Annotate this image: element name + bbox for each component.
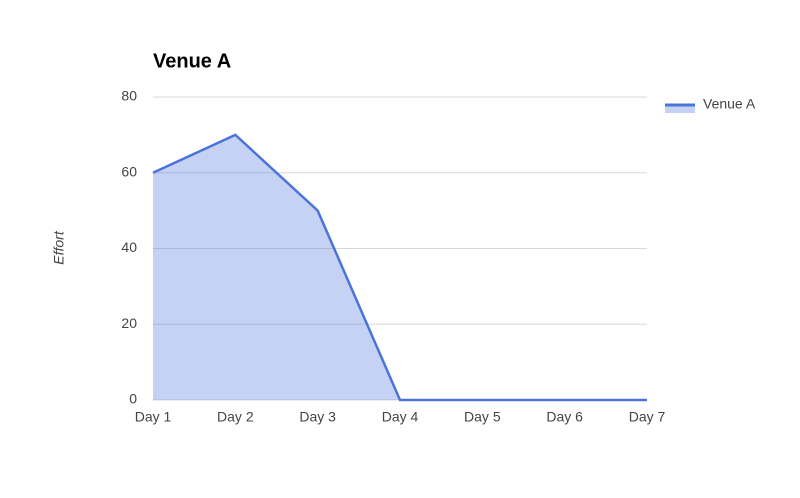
legend-swatch-area <box>665 105 695 113</box>
y-tick-label: 60 <box>121 163 137 179</box>
y-tick-label: 80 <box>121 88 137 104</box>
x-tick-label: Day 5 <box>464 409 501 425</box>
x-tick-label: Day 2 <box>217 409 254 425</box>
x-tick-label: Day 4 <box>382 409 419 425</box>
y-tick-label: 0 <box>129 391 137 407</box>
area <box>153 134 647 400</box>
chart-title: Venue A <box>153 50 231 72</box>
y-tick-label: 20 <box>121 315 137 331</box>
y-tick-label: 40 <box>121 239 137 255</box>
x-tick-label: Day 1 <box>135 409 172 425</box>
legend-label: Venue A <box>703 96 756 112</box>
x-tick-label: Day 6 <box>546 409 583 425</box>
x-tick-label: Day 3 <box>299 409 336 425</box>
x-tick-label: Day 7 <box>629 409 666 425</box>
y-axis-label: Effort <box>51 230 67 265</box>
line <box>152 133 647 402</box>
